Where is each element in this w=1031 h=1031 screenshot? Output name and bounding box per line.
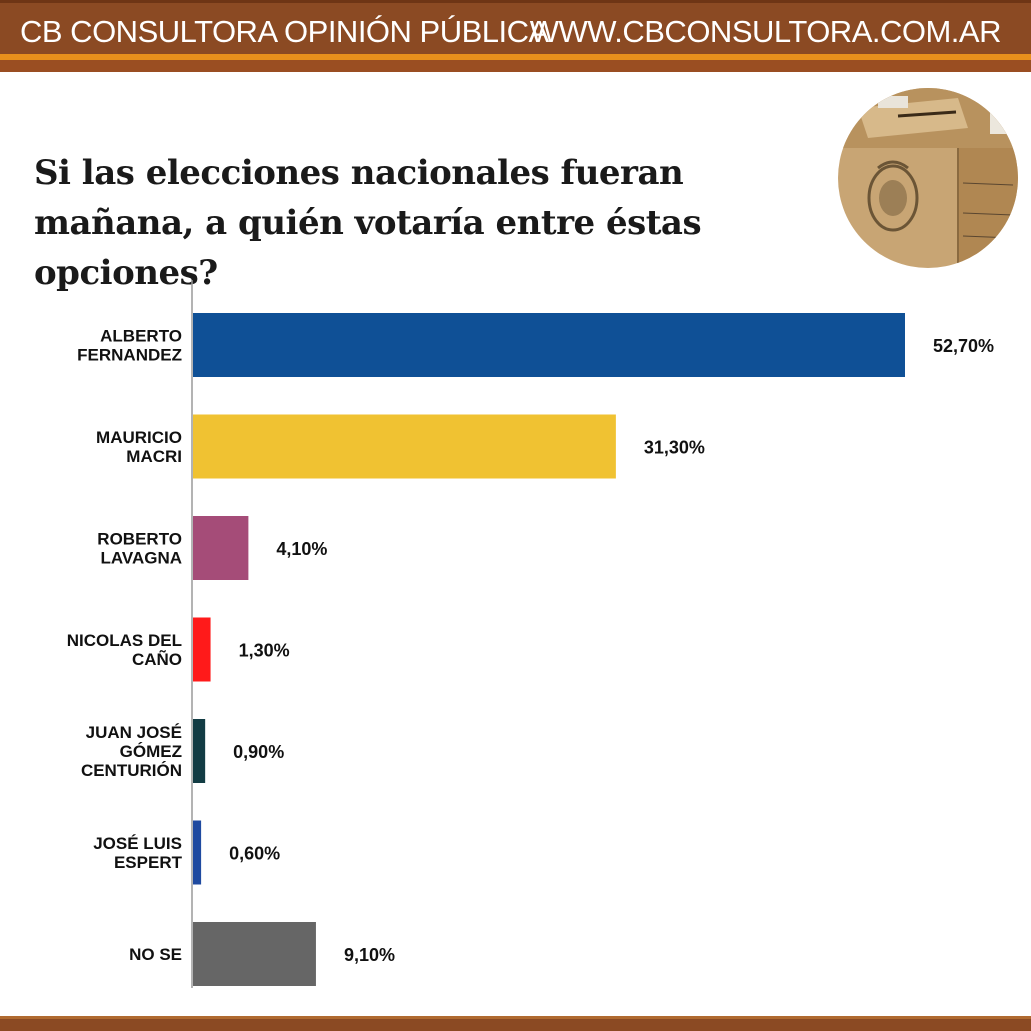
category-label-line: FERNANDEZ bbox=[77, 346, 182, 365]
value-label-2: 4,10% bbox=[276, 539, 327, 559]
category-label-line: JOSÉ LUIS bbox=[93, 834, 182, 853]
category-label-line: ALBERTO bbox=[100, 327, 182, 346]
bar-0 bbox=[193, 313, 905, 377]
category-label-line: LAVAGNA bbox=[100, 549, 182, 568]
header-band bbox=[0, 0, 1031, 57]
category-label-4: JUAN JOSÉ GÓMEZ CENTURIÓN bbox=[81, 723, 182, 780]
category-label-line: MACRI bbox=[126, 447, 182, 466]
category-label-line: ROBERTO bbox=[97, 530, 182, 549]
value-label-0: 52,70% bbox=[933, 336, 994, 356]
website-url: WWW.CBCONSULTORA.COM.AR bbox=[529, 14, 1002, 49]
category-label-line: NO SE bbox=[129, 945, 182, 964]
bar-5 bbox=[193, 820, 202, 885]
bar-6 bbox=[193, 922, 316, 986]
bar-3 bbox=[193, 617, 211, 682]
value-label-1: 31,30% bbox=[644, 438, 705, 458]
bar-4 bbox=[193, 719, 206, 783]
bar-2 bbox=[193, 516, 249, 580]
category-label-line: GÓMEZ bbox=[120, 742, 182, 761]
ballot-box-illustration bbox=[838, 88, 1018, 268]
category-label-2: ROBERTO LAVAGNA bbox=[97, 530, 182, 568]
category-label-6: NO SE bbox=[129, 945, 182, 964]
header-accent-stripe bbox=[0, 54, 1031, 60]
bar-1 bbox=[193, 414, 616, 479]
brand-name: CB CONSULTORA OPINIÓN PÚBLICA bbox=[20, 14, 549, 49]
footer-bar bbox=[0, 1016, 1031, 1031]
header-bar: CB CONSULTORA OPINIÓN PÚBLICA WWW.CBCONS… bbox=[0, 0, 1031, 72]
category-label-line: CAÑO bbox=[132, 649, 182, 669]
category-label-0: ALBERTO FERNANDEZ bbox=[77, 327, 182, 365]
category-label-1: MAURICIO MACRI bbox=[96, 428, 182, 466]
bars-layer: 52,70% ALBERTO FERNANDEZ 31,30% MAURICIO MACR… bbox=[67, 313, 994, 986]
category-label-line: MAURICIO bbox=[96, 428, 182, 447]
category-label-line: CENTURIÓN bbox=[81, 761, 182, 780]
category-label-line: NICOLAS DEL bbox=[67, 631, 182, 650]
category-label-line: JUAN JOSÉ bbox=[86, 723, 182, 742]
value-label-3: 1,30% bbox=[239, 641, 290, 661]
category-label-3: NICOLAS DEL CAÑO bbox=[67, 631, 182, 669]
chart-title: Si las elecciones nacionales fueran maña… bbox=[34, 153, 702, 293]
ballot-box-photo bbox=[838, 88, 1018, 268]
category-label-line: ESPERT bbox=[114, 853, 183, 872]
category-label-5: JOSÉ LUIS ESPERT bbox=[93, 834, 182, 872]
value-label-4: 0,90% bbox=[233, 742, 284, 762]
footer-stripe bbox=[0, 1016, 1031, 1019]
header-lower-stripe bbox=[0, 60, 1031, 72]
value-label-6: 9,10% bbox=[344, 945, 395, 965]
value-label-5: 0,60% bbox=[229, 844, 280, 864]
